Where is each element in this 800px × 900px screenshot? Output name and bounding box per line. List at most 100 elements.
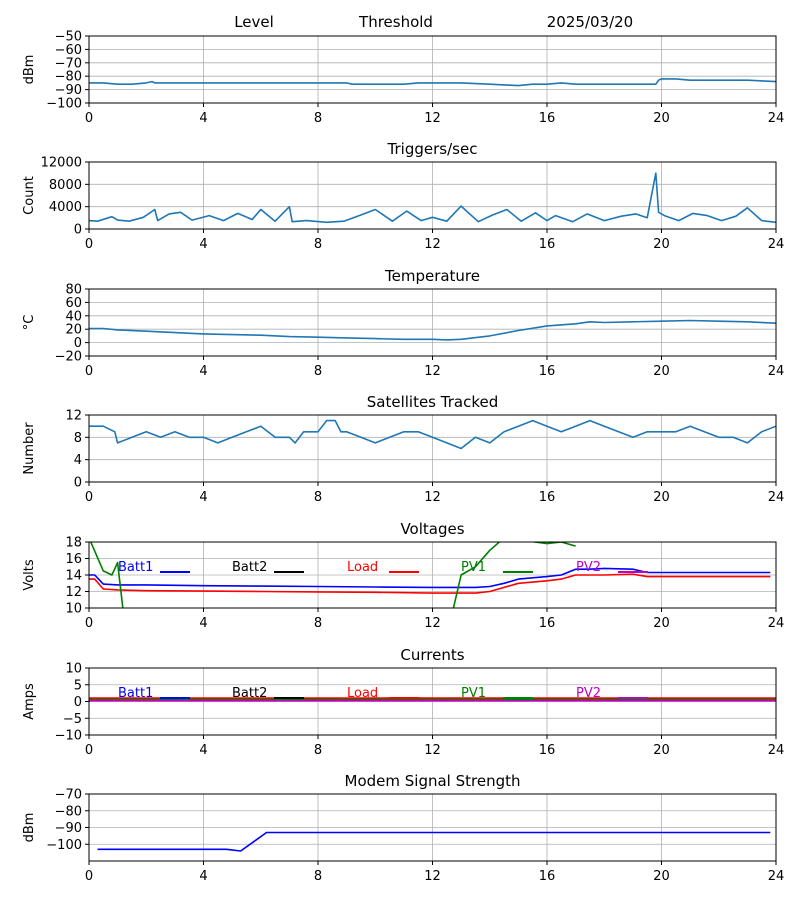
y-tick-label: 5 (74, 678, 82, 693)
x-tick-label: 24 (768, 743, 785, 758)
y-tick-label: 8000 (49, 178, 82, 193)
x-tick-label: 8 (314, 490, 322, 505)
x-tick-label: 4 (199, 111, 207, 126)
x-tick-label: 0 (85, 237, 93, 252)
legend-label: Batt2 (232, 560, 267, 575)
x-tick-label: 4 (199, 743, 207, 758)
x-tick-label: 24 (768, 869, 785, 884)
y-tick-label: −90 (55, 83, 82, 98)
chart-title: Modem Signal Strength (345, 772, 521, 790)
series-line (89, 542, 576, 608)
x-tick-label: 20 (653, 869, 670, 884)
x-tick-label: 16 (539, 616, 556, 631)
series-line (89, 172, 776, 224)
x-tick-label: 16 (539, 111, 556, 126)
legend-label: PV2 (576, 560, 601, 575)
y-tick-label: 0 (74, 336, 82, 351)
x-tick-label: 24 (768, 237, 785, 252)
x-tick-label: 4 (199, 237, 207, 252)
y-tick-label: 0 (74, 223, 82, 238)
y-tick-label: 0 (74, 476, 82, 491)
y-axis-label: °C (22, 315, 37, 331)
x-tick-label: 4 (199, 490, 207, 505)
y-tick-label: −50 (55, 30, 82, 45)
y-tick-label: 12 (65, 585, 82, 600)
header-date: 2025/03/20 (547, 13, 633, 31)
y-axis-label: Amps (22, 683, 37, 720)
y-tick-label: 0 (74, 695, 82, 710)
x-tick-label: 24 (768, 111, 785, 126)
series-line (89, 78, 776, 87)
series-line (89, 319, 776, 341)
x-tick-label: 16 (539, 743, 556, 758)
y-axis-label: Volts (22, 559, 37, 591)
y-tick-label: 12 (65, 409, 82, 424)
y-tick-label: 40 (65, 309, 82, 324)
x-tick-label: 16 (539, 869, 556, 884)
y-tick-label: −80 (55, 804, 82, 819)
x-tick-label: 24 (768, 364, 785, 379)
x-tick-label: 16 (539, 490, 556, 505)
y-tick-label: 4000 (49, 200, 82, 215)
y-tick-label: 18 (65, 536, 82, 551)
x-tick-label: 20 (653, 364, 670, 379)
x-tick-label: 0 (85, 869, 93, 884)
x-tick-label: 8 (314, 869, 322, 884)
x-tick-label: 20 (653, 237, 670, 252)
legend-label: Batt1 (118, 686, 153, 701)
x-tick-label: 12 (424, 237, 441, 252)
x-tick-label: 12 (424, 111, 441, 126)
legend-label: Load (347, 686, 378, 701)
y-tick-label: −60 (55, 43, 82, 58)
x-tick-label: 20 (653, 616, 670, 631)
y-axis-label: dBm (22, 813, 37, 843)
x-tick-label: 8 (314, 743, 322, 758)
legend-label: PV1 (461, 686, 486, 701)
legend-label: Batt1 (118, 560, 153, 575)
x-tick-label: 24 (768, 490, 785, 505)
series-line (97, 831, 771, 852)
x-tick-label: 8 (314, 237, 322, 252)
x-tick-label: 12 (424, 743, 441, 758)
y-tick-label: 60 (65, 296, 82, 311)
x-tick-label: 12 (424, 490, 441, 505)
y-tick-label: 20 (65, 323, 82, 338)
x-tick-label: 0 (85, 743, 93, 758)
header-level-label: Level (234, 13, 274, 31)
x-tick-label: 16 (539, 364, 556, 379)
y-tick-label: −5 (63, 712, 82, 727)
y-tick-label: 14 (65, 569, 82, 584)
x-tick-label: 4 (199, 869, 207, 884)
y-tick-label: 10 (65, 662, 82, 677)
series-line (89, 567, 771, 589)
x-tick-label: 4 (199, 364, 207, 379)
x-tick-label: 24 (768, 616, 785, 631)
y-tick-label: 80 (65, 283, 82, 298)
y-tick-label: −90 (55, 821, 82, 836)
legend-label: Batt2 (232, 686, 267, 701)
legend-label: PV2 (576, 686, 601, 701)
y-tick-label: 12000 (41, 156, 82, 171)
x-tick-label: 8 (314, 111, 322, 126)
y-tick-label: −100 (46, 838, 82, 853)
x-tick-label: 0 (85, 490, 93, 505)
x-tick-label: 8 (314, 616, 322, 631)
x-tick-label: 0 (85, 364, 93, 379)
x-tick-label: 4 (199, 616, 207, 631)
y-tick-label: 4 (74, 453, 82, 468)
y-axis-label: dBm (22, 55, 37, 85)
series-line (89, 419, 776, 450)
chart-title: Triggers/sec (387, 140, 478, 158)
x-tick-label: 0 (85, 616, 93, 631)
y-axis-label: Number (22, 422, 37, 475)
x-tick-label: 20 (653, 111, 670, 126)
x-tick-label: 20 (653, 743, 670, 758)
chart-title: Currents (400, 646, 464, 664)
y-tick-label: 8 (74, 431, 82, 446)
y-tick-label: 10 (65, 602, 82, 617)
y-tick-label: −20 (55, 350, 82, 365)
x-tick-label: 20 (653, 490, 670, 505)
y-tick-label: −80 (55, 70, 82, 85)
y-tick-label: −10 (55, 729, 82, 744)
